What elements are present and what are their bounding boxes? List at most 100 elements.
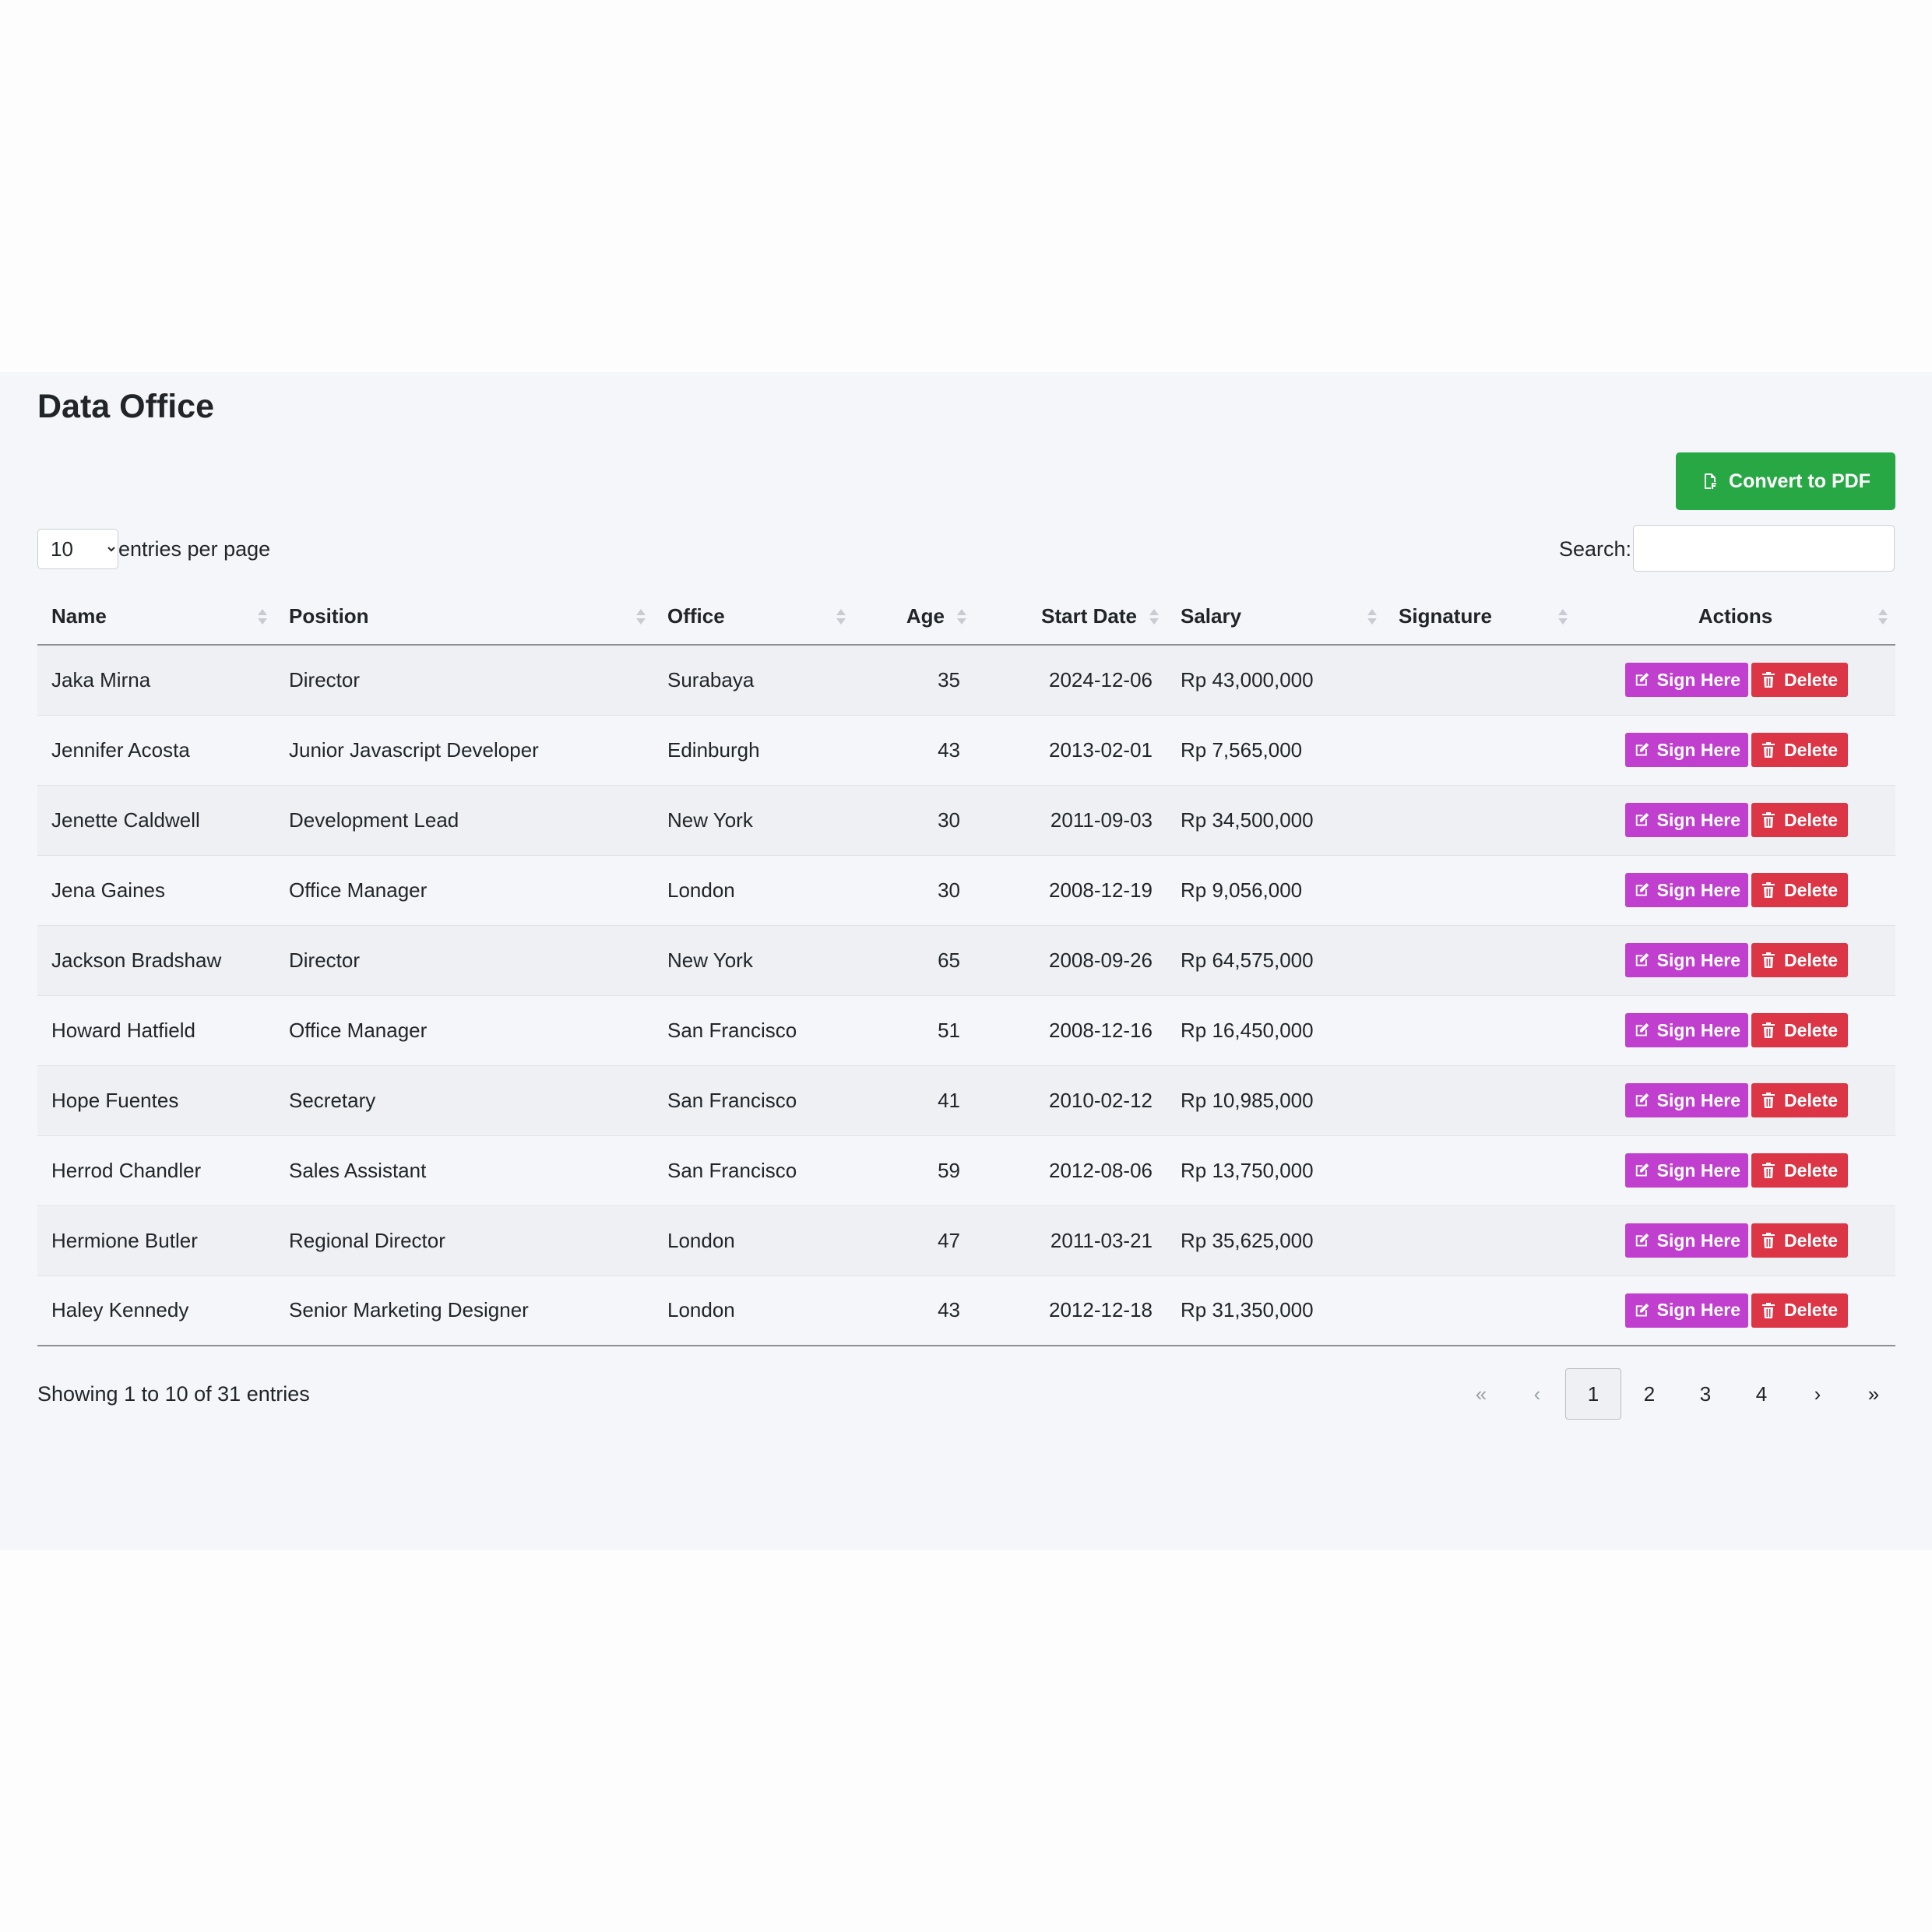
cell-signature xyxy=(1385,1065,1575,1136)
sign-here-label: Sign Here xyxy=(1656,1160,1740,1181)
delete-button[interactable]: Delete xyxy=(1751,733,1848,767)
pagination-page-3[interactable]: 3 xyxy=(1699,1381,1712,1406)
table-row: Herrod Chandler Sales Assistant San Franci… xyxy=(37,1135,1895,1206)
cell-name: Herrod Chandler xyxy=(37,1135,275,1206)
sign-here-button[interactable]: Sign Here xyxy=(1625,803,1748,837)
table-row: Haley Kennedy Senior Marketing Designer Lo… xyxy=(37,1276,1895,1346)
pagination-next[interactable]: › xyxy=(1814,1381,1821,1406)
page-title: Data Office xyxy=(37,388,215,425)
pagination-page-4[interactable]: 4 xyxy=(1755,1381,1768,1406)
data-office-panel: Data Office Convert to PDF 10 entries pe… xyxy=(0,372,1932,1550)
entries-info: Showing 1 to 10 of 31 entries xyxy=(37,1382,310,1406)
cell-actions: Sign Here Delete xyxy=(1575,785,1895,856)
column-header-office[interactable]: Office xyxy=(653,589,853,646)
search-input[interactable] xyxy=(1633,525,1895,572)
table-row: Howard Hatfield Office Manager San Francis… xyxy=(37,995,1895,1066)
convert-to-pdf-button[interactable]: Convert to PDF xyxy=(1676,452,1895,510)
cell-position: Junior Javascript Developer xyxy=(275,715,653,786)
cell-salary: Rp 34,500,000 xyxy=(1167,785,1385,856)
column-header-label: Age xyxy=(906,604,945,628)
edit-icon xyxy=(1635,1163,1649,1177)
delete-button[interactable]: Delete xyxy=(1751,1013,1848,1047)
column-header-label: Position xyxy=(289,604,369,628)
sign-here-button[interactable]: Sign Here xyxy=(1625,733,1748,767)
trash-icon xyxy=(1762,1093,1775,1108)
cell-start-date: 2013-02-01 xyxy=(974,715,1167,786)
cell-start-date: 2012-12-18 xyxy=(974,1276,1167,1346)
sign-here-button[interactable]: Sign Here xyxy=(1625,1293,1748,1328)
delete-button[interactable]: Delete xyxy=(1751,803,1848,837)
delete-label: Delete xyxy=(1784,809,1839,830)
cell-actions: Sign Here Delete xyxy=(1575,925,1895,996)
pagination-page-2[interactable]: 2 xyxy=(1643,1381,1656,1406)
column-header-actions[interactable]: Actions xyxy=(1575,589,1895,646)
cell-salary: Rp 9,056,000 xyxy=(1167,855,1385,926)
sort-icon xyxy=(957,607,966,626)
delete-label: Delete xyxy=(1784,879,1839,900)
sign-here-button[interactable]: Sign Here xyxy=(1625,1223,1748,1258)
sort-icon xyxy=(1558,607,1568,626)
delete-button[interactable]: Delete xyxy=(1751,1083,1848,1117)
column-header-position[interactable]: Position xyxy=(275,589,653,646)
delete-label: Delete xyxy=(1784,739,1839,760)
pagination-page-1[interactable]: 1 xyxy=(1565,1368,1621,1420)
sign-here-button[interactable]: Sign Here xyxy=(1625,1013,1748,1047)
trash-icon xyxy=(1762,952,1775,968)
delete-button[interactable]: Delete xyxy=(1751,1153,1848,1188)
sign-here-label: Sign Here xyxy=(1656,1019,1740,1040)
column-header-name[interactable]: Name xyxy=(37,589,275,646)
column-header-salary[interactable]: Salary xyxy=(1167,589,1385,646)
cell-office: New York xyxy=(653,925,853,996)
cell-start-date: 2011-09-03 xyxy=(974,785,1167,856)
delete-button[interactable]: Delete xyxy=(1751,1223,1848,1258)
edit-icon xyxy=(1635,673,1649,686)
pagination-last[interactable]: » xyxy=(1867,1381,1880,1406)
cell-actions: Sign Here Delete xyxy=(1575,1135,1895,1206)
sign-here-button[interactable]: Sign Here xyxy=(1625,1153,1748,1188)
sort-icon xyxy=(1149,607,1159,626)
cell-start-date: 2024-12-06 xyxy=(974,645,1167,716)
cell-position: Director xyxy=(275,925,653,996)
table-body: Jaka Mirna Director Surabaya 35 2024-12-06 Rp… xyxy=(37,645,1895,1346)
sign-here-button[interactable]: Sign Here xyxy=(1625,943,1748,977)
trash-icon xyxy=(1762,1233,1775,1248)
cell-name: Jena Gaines xyxy=(37,855,275,926)
edit-icon xyxy=(1635,813,1649,826)
cell-age: 41 xyxy=(853,1065,974,1136)
sign-here-label: Sign Here xyxy=(1656,1230,1740,1251)
cell-age: 30 xyxy=(853,785,974,856)
delete-button[interactable]: Delete xyxy=(1751,663,1848,698)
cell-salary: Rp 10,985,000 xyxy=(1167,1065,1385,1136)
entries-per-page-select[interactable]: 10 xyxy=(37,529,118,569)
cell-age: 51 xyxy=(853,995,974,1066)
cell-office: London xyxy=(653,1276,853,1346)
cell-salary: Rp 35,625,000 xyxy=(1167,1205,1385,1276)
sign-here-button[interactable]: Sign Here xyxy=(1625,663,1748,698)
edit-icon xyxy=(1635,1303,1649,1317)
cell-salary: Rp 16,450,000 xyxy=(1167,995,1385,1066)
column-header-age[interactable]: Age xyxy=(853,589,974,646)
cell-actions: Sign Here Delete xyxy=(1575,855,1895,926)
cell-signature xyxy=(1385,925,1575,996)
pagination-previous[interactable]: ‹ xyxy=(1533,1381,1541,1406)
delete-label: Delete xyxy=(1784,1230,1839,1251)
column-header-start-date[interactable]: Start Date xyxy=(974,589,1167,646)
column-header-signature[interactable]: Signature xyxy=(1385,589,1575,646)
convert-to-pdf-label: Convert to PDF xyxy=(1729,470,1870,492)
delete-button[interactable]: Delete xyxy=(1751,1293,1848,1328)
cell-position: Sales Assistant xyxy=(275,1135,653,1206)
sign-here-button[interactable]: Sign Here xyxy=(1625,1083,1748,1117)
pagination-first[interactable]: « xyxy=(1475,1381,1487,1406)
sign-here-label: Sign Here xyxy=(1656,949,1740,970)
delete-label: Delete xyxy=(1784,949,1839,970)
cell-actions: Sign Here Delete xyxy=(1575,995,1895,1066)
sign-here-label: Sign Here xyxy=(1656,669,1740,690)
delete-button[interactable]: Delete xyxy=(1751,873,1848,907)
cell-signature xyxy=(1385,715,1575,786)
delete-button[interactable]: Delete xyxy=(1751,943,1848,977)
sort-icon xyxy=(1367,607,1377,626)
cell-name: Howard Hatfield xyxy=(37,995,275,1066)
sign-here-button[interactable]: Sign Here xyxy=(1625,873,1748,907)
trash-icon xyxy=(1762,1163,1775,1178)
cell-office: Edinburgh xyxy=(653,715,853,786)
